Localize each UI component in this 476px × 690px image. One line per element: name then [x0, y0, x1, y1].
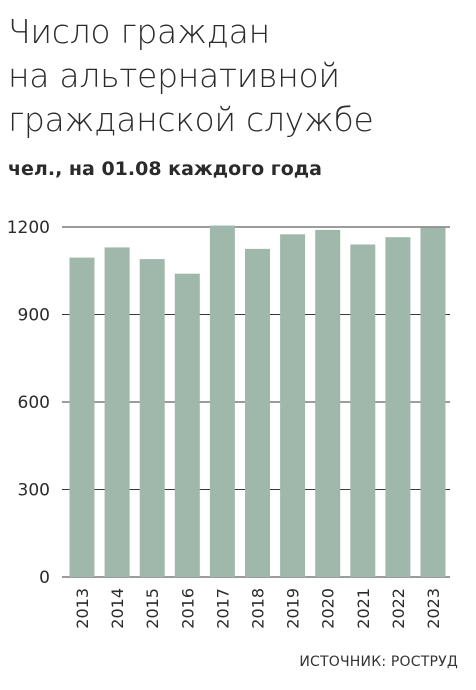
bar-2015: [139, 259, 165, 577]
source-note: ИСТОЧНИК: РОСТРУД: [299, 654, 458, 670]
y-tick-label: 900: [18, 306, 50, 326]
y-tick-label: 1200: [7, 218, 50, 238]
x-tick-label: 2021: [354, 588, 373, 629]
bar-2014: [104, 247, 130, 577]
bar-2022: [385, 237, 411, 578]
x-tick-label: 2014: [108, 588, 127, 629]
bar-2023: [420, 227, 446, 577]
x-tick-label: 2020: [319, 588, 338, 629]
x-tick-label: 2019: [284, 588, 303, 629]
bar-2016: [174, 273, 200, 577]
bar-2019: [280, 234, 306, 577]
x-tick-label: 2023: [424, 588, 443, 629]
x-tick-label: 2022: [389, 588, 408, 629]
bar-2018: [245, 248, 270, 577]
x-tick-label: 2013: [73, 588, 92, 629]
chart-subtitle: чел., на 01.08 каждого года: [8, 158, 322, 180]
bar-2017: [209, 225, 235, 577]
bar-2013: [69, 257, 95, 577]
x-tick-label: 2017: [213, 588, 232, 629]
axis-layer: 0 300 600 900 1200 2013 2014 2015 2016 2017 2018 20…: [7, 218, 443, 629]
bar-2021: [350, 244, 376, 577]
x-tick-label: 2015: [143, 588, 162, 629]
bar-layer: [69, 225, 446, 578]
y-tick-label: 300: [18, 481, 50, 501]
bar-2020: [315, 229, 341, 577]
chart-title: Число граждан на альтернативной гражданс…: [8, 12, 374, 139]
x-tick-label: 2016: [178, 588, 197, 629]
y-tick-label: 0: [39, 568, 50, 588]
x-tick-label: 2018: [249, 588, 268, 629]
y-tick-label: 600: [18, 393, 50, 413]
